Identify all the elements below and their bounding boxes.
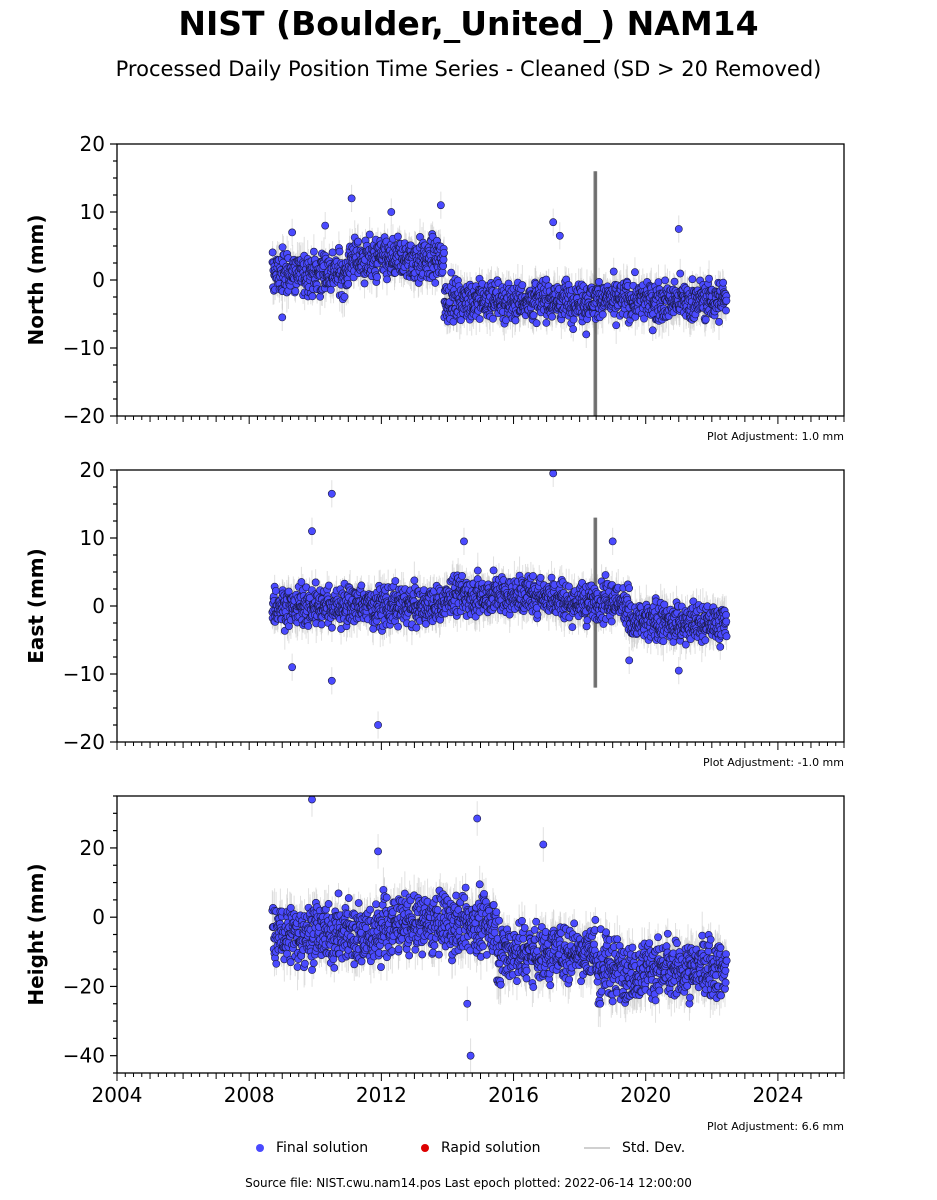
data-point (440, 248, 448, 257)
data-point (511, 316, 520, 325)
data-point (489, 314, 497, 323)
data-point (502, 316, 510, 325)
data-point (715, 317, 723, 326)
data-point (360, 279, 369, 288)
data-point (609, 267, 618, 276)
data-point (340, 292, 349, 301)
data-point (326, 285, 335, 294)
data-point (569, 315, 578, 324)
data-point (475, 315, 484, 323)
y-tick-label: 10 (80, 200, 105, 224)
data-point (268, 248, 277, 257)
y-tick-label: −10 (63, 336, 105, 360)
data-point (674, 225, 683, 233)
data-point (278, 243, 287, 252)
data-point (457, 316, 465, 325)
data-point (631, 268, 639, 277)
data-point (278, 313, 287, 322)
data-point (529, 311, 538, 320)
data-point (288, 228, 297, 237)
data-point (347, 194, 356, 203)
data-point (309, 247, 318, 256)
y-tick-label: 20 (80, 132, 105, 156)
data-point (518, 281, 527, 289)
data-point (542, 275, 551, 284)
data-point (654, 278, 663, 287)
data-point (569, 325, 578, 333)
y-tick-label: −20 (63, 404, 105, 428)
data-point (722, 306, 730, 315)
data-point (335, 247, 344, 256)
plot-area (268, 470, 731, 739)
data-point (436, 201, 445, 210)
data-point (394, 232, 402, 241)
data-point (661, 276, 670, 285)
data-point (439, 255, 448, 264)
data-point (701, 315, 710, 324)
data-point (722, 296, 731, 305)
data-point (719, 278, 728, 287)
plot-adjustment-note: Plot Adjustment: 1.0 mm (707, 430, 844, 443)
data-point (431, 279, 440, 287)
data-point (344, 279, 353, 288)
data-point (321, 221, 330, 230)
chart-subtitle: Processed Daily Position Time Series - C… (115, 57, 822, 81)
data-point (688, 275, 697, 284)
y-tick-label: 0 (92, 268, 105, 292)
chart-title: NIST (Boulder,_United_) NAM14 (178, 4, 759, 43)
data-point (705, 274, 713, 283)
data-point (640, 314, 648, 323)
data-point (308, 292, 317, 301)
plot-area (268, 171, 731, 416)
data-point (676, 269, 685, 278)
data-point (595, 277, 603, 286)
data-point (582, 330, 591, 339)
data-point (532, 319, 541, 328)
data-point (387, 208, 396, 216)
data-point (670, 277, 679, 286)
data-point (542, 318, 551, 327)
data-point (291, 287, 300, 296)
data-point (555, 231, 564, 240)
data-point (548, 312, 556, 321)
data-point (383, 275, 391, 284)
data-point (354, 237, 362, 246)
data-point (328, 248, 337, 257)
data-point (612, 321, 621, 330)
data-point (648, 326, 657, 335)
data-point (549, 218, 558, 227)
data-point (447, 268, 456, 277)
data-point (373, 273, 381, 281)
panel-north: −20 −10 0 10 20 North (mm) Plot Adjustment: 1.… (24, 132, 845, 443)
y-axis-label: North (mm) (24, 214, 48, 345)
data-point (598, 310, 607, 319)
data-point (365, 230, 374, 239)
